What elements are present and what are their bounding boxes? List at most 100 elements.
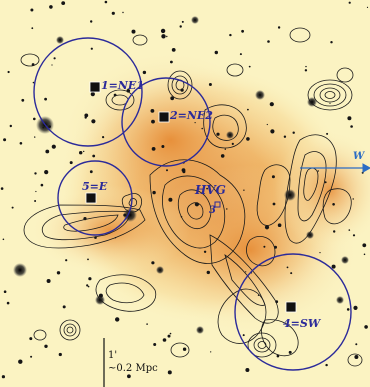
faint-star bbox=[201, 127, 203, 130]
faint-star bbox=[51, 144, 56, 149]
hvg-index-label: 3 bbox=[209, 205, 216, 216]
direction-arrow bbox=[300, 163, 370, 173]
faint-star bbox=[206, 187, 209, 190]
bright-star bbox=[307, 97, 317, 107]
faint-star bbox=[102, 136, 105, 139]
faint-star bbox=[231, 142, 234, 145]
faint-star bbox=[151, 119, 155, 124]
faint-star bbox=[271, 175, 275, 179]
faint-star bbox=[11, 206, 14, 209]
bright-star bbox=[196, 326, 204, 334]
faint-star bbox=[264, 225, 270, 230]
bright-star bbox=[95, 295, 105, 305]
faint-star bbox=[239, 53, 242, 56]
bright-star bbox=[306, 231, 314, 239]
faint-star bbox=[123, 213, 127, 217]
marker-ne2 bbox=[158, 111, 170, 123]
circle-ne1 bbox=[33, 37, 143, 147]
faint-star bbox=[89, 170, 93, 174]
faint-star bbox=[0, 187, 4, 190]
faint-star bbox=[247, 108, 249, 111]
bright-star bbox=[191, 16, 199, 24]
faint-star bbox=[246, 137, 250, 141]
faint-star bbox=[30, 355, 33, 358]
faint-star bbox=[40, 183, 44, 187]
hvg-marker bbox=[214, 201, 221, 208]
faint-star bbox=[325, 363, 328, 367]
faint-star bbox=[49, 5, 53, 9]
faint-star bbox=[182, 347, 187, 351]
marker-e bbox=[85, 192, 97, 204]
faint-star bbox=[214, 50, 218, 55]
faint-star bbox=[56, 271, 61, 275]
faint-star bbox=[352, 198, 354, 200]
faint-star bbox=[151, 147, 156, 151]
faint-star bbox=[288, 350, 292, 354]
faint-star bbox=[326, 132, 329, 135]
faint-star bbox=[266, 123, 268, 126]
faint-star bbox=[69, 161, 73, 165]
faint-star bbox=[272, 202, 276, 206]
faint-star bbox=[150, 109, 155, 113]
faint-star bbox=[167, 370, 172, 375]
faint-star bbox=[366, 6, 369, 8]
faint-star bbox=[206, 270, 210, 275]
bright-star bbox=[226, 131, 234, 139]
faint-star bbox=[62, 305, 66, 309]
faint-star bbox=[30, 8, 34, 12]
faint-star bbox=[146, 323, 148, 325]
faint-star bbox=[2, 238, 5, 241]
bright-star bbox=[341, 256, 349, 264]
faint-star bbox=[363, 253, 366, 256]
faint-star bbox=[305, 324, 307, 326]
faint-star bbox=[319, 252, 321, 254]
faint-star bbox=[166, 35, 168, 38]
circle-sw bbox=[234, 253, 352, 371]
faint-star bbox=[61, 1, 66, 6]
faint-star bbox=[170, 60, 173, 64]
faint-star bbox=[203, 250, 207, 253]
faint-star bbox=[21, 98, 25, 102]
faint-star bbox=[3, 290, 7, 294]
faint-star bbox=[42, 126, 44, 129]
faint-star bbox=[7, 70, 10, 74]
faint-star bbox=[6, 301, 10, 305]
faint-star bbox=[216, 132, 220, 136]
faint-star bbox=[180, 88, 184, 92]
faint-star bbox=[1, 375, 5, 379]
faint-star bbox=[161, 145, 165, 148]
region-label-e: 5=E bbox=[82, 180, 108, 193]
faint-star bbox=[35, 190, 37, 193]
faint-star bbox=[269, 102, 274, 107]
faint-star bbox=[34, 172, 37, 175]
faint-star bbox=[181, 20, 184, 23]
faint-star bbox=[31, 27, 34, 30]
faint-star bbox=[332, 203, 335, 206]
faint-star bbox=[29, 337, 33, 341]
faint-star bbox=[115, 317, 120, 322]
faint-star bbox=[44, 97, 47, 101]
region-label-ne2: 2=NE2 bbox=[170, 109, 213, 122]
faint-star bbox=[355, 343, 358, 346]
faint-star bbox=[270, 129, 275, 134]
faint-star bbox=[277, 26, 281, 29]
faint-star bbox=[92, 154, 96, 158]
faint-star bbox=[87, 285, 90, 288]
faint-star bbox=[161, 34, 166, 39]
faint-star bbox=[241, 29, 245, 33]
faint-star bbox=[347, 116, 352, 121]
faint-star bbox=[182, 170, 186, 174]
faint-star bbox=[86, 284, 89, 287]
region-circles bbox=[33, 37, 352, 371]
faint-star bbox=[354, 355, 359, 359]
faint-star bbox=[168, 197, 173, 202]
faint-star bbox=[242, 334, 245, 337]
faint-star bbox=[167, 334, 171, 338]
faint-star bbox=[317, 170, 319, 172]
faint-star bbox=[46, 279, 51, 283]
faint-star bbox=[44, 344, 48, 348]
faint-star bbox=[283, 135, 287, 138]
faint-star bbox=[18, 359, 23, 364]
faint-star bbox=[83, 150, 85, 153]
faint-star bbox=[98, 293, 103, 298]
